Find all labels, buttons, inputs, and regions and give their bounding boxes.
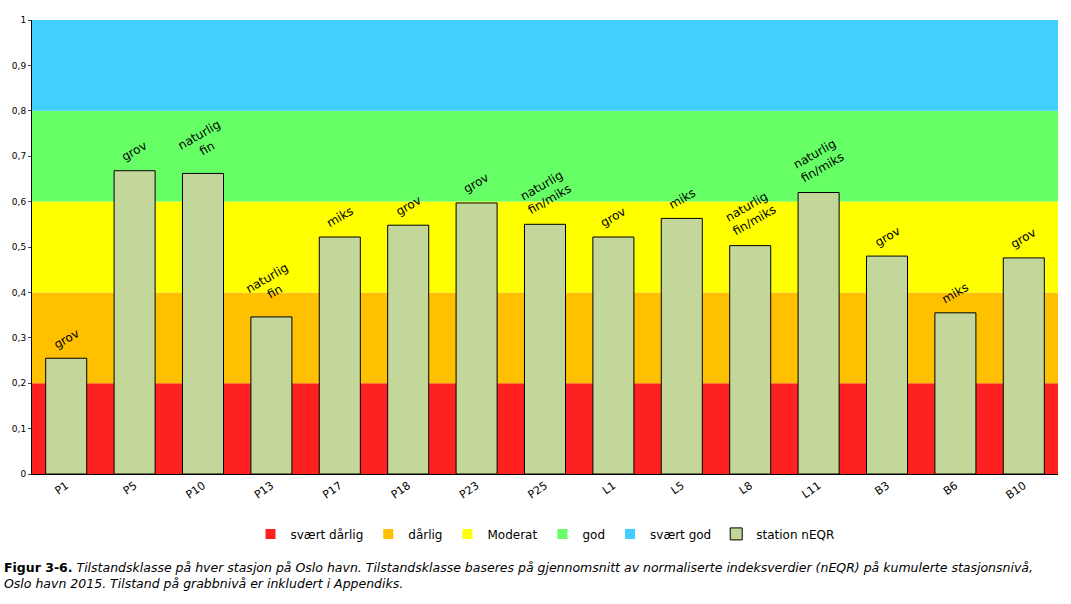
- svg-text:grov: grov: [461, 170, 491, 195]
- svg-text:miks: miks: [939, 280, 970, 306]
- svg-text:P17: P17: [320, 479, 344, 501]
- svg-text:grov: grov: [872, 224, 902, 249]
- svg-text:L5: L5: [668, 479, 686, 497]
- svg-text:naturligfin/miks: naturligfin/miks: [791, 136, 847, 185]
- svg-text:0,9: 0,9: [12, 61, 27, 71]
- svg-text:grov: grov: [393, 193, 423, 218]
- svg-text:Moderat: Moderat: [487, 528, 537, 542]
- svg-text:god: god: [582, 528, 605, 542]
- svg-text:P13: P13: [252, 479, 276, 501]
- svg-text:0,2: 0,2: [12, 378, 26, 388]
- svg-text:naturligfin: naturligfin: [243, 261, 298, 310]
- svg-text:P1: P1: [52, 479, 71, 497]
- svg-text:grov: grov: [119, 138, 149, 163]
- svg-text:P10: P10: [184, 479, 208, 501]
- svg-text:0,3: 0,3: [12, 333, 26, 343]
- svg-text:grov: grov: [51, 326, 81, 351]
- svg-text:naturligfin/miks: naturligfin/miks: [518, 168, 574, 217]
- svg-text:0,7: 0,7: [12, 151, 26, 161]
- svg-text:P5: P5: [121, 479, 140, 497]
- svg-text:0,5: 0,5: [12, 242, 26, 252]
- svg-text:svært god: svært god: [650, 528, 711, 542]
- svg-text:L1: L1: [600, 479, 618, 497]
- svg-text:station nEQR: station nEQR: [756, 528, 834, 542]
- svg-text:grov: grov: [598, 204, 628, 229]
- svg-text:0,1: 0,1: [12, 424, 26, 434]
- svg-text:svært dårlig: svært dårlig: [291, 528, 364, 542]
- svg-text:0: 0: [20, 469, 26, 479]
- svg-text:1: 1: [20, 15, 26, 25]
- svg-text:P25: P25: [526, 479, 550, 501]
- svg-text:0,8: 0,8: [12, 106, 27, 116]
- svg-text:L8: L8: [737, 479, 755, 497]
- svg-text:naturligfin: naturligfin: [176, 117, 231, 166]
- svg-text:miks: miks: [667, 186, 698, 212]
- svg-text:P18: P18: [389, 479, 413, 501]
- svg-text:dårlig: dårlig: [408, 528, 442, 542]
- svg-text:L11: L11: [800, 479, 824, 501]
- svg-text:P23: P23: [457, 479, 481, 501]
- svg-text:B10: B10: [1004, 479, 1029, 502]
- svg-text:0,6: 0,6: [12, 197, 27, 207]
- svg-text:0,4: 0,4: [12, 288, 27, 298]
- svg-text:naturligfin/miks: naturligfin/miks: [723, 189, 779, 238]
- svg-text:miks: miks: [324, 204, 355, 230]
- svg-text:B6: B6: [941, 479, 960, 498]
- svg-text:B3: B3: [873, 479, 892, 498]
- html-text:Figur 3-6. Tilstandsklasse på: Figur 3-6. Tilstandsklasse på hver stasj…: [4, 560, 1033, 591]
- svg-text:grov: grov: [1008, 226, 1038, 251]
